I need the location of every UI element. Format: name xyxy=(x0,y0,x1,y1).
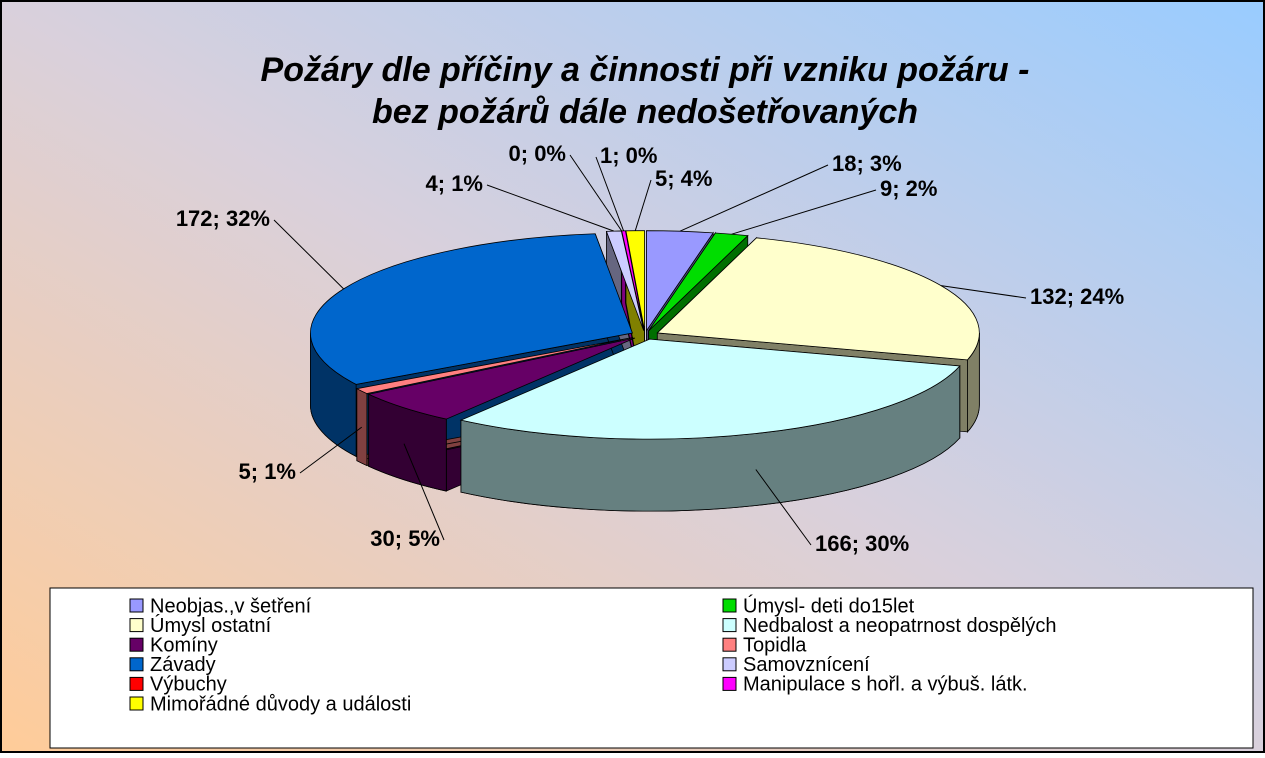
legend-label: Neobjas.,v šetření xyxy=(150,595,312,617)
legend-swatch xyxy=(129,637,144,652)
legend-label: Mimořádné důvody a události xyxy=(150,693,411,715)
data-label: 166; 30% xyxy=(815,531,909,556)
pie-slice xyxy=(621,230,645,331)
legend-label: Samovznícení xyxy=(743,654,870,676)
chart-title: Požáry dle příčiny a činnosti při vzniku… xyxy=(261,51,1030,131)
legend-swatch xyxy=(129,657,144,672)
data-label: 30; 5% xyxy=(370,526,440,551)
data-label: 18; 3% xyxy=(832,151,902,176)
slice-side xyxy=(356,388,368,467)
data-label: 0; 0% xyxy=(509,141,566,166)
leader-line xyxy=(273,219,344,290)
legend-swatch xyxy=(722,657,737,672)
leader-line xyxy=(595,156,625,232)
legend-swatch xyxy=(722,618,737,633)
leader-line xyxy=(755,469,812,546)
slice-tops xyxy=(310,230,980,440)
pie-slice xyxy=(310,233,633,385)
legend-label: Komíny xyxy=(150,634,218,656)
leader-line xyxy=(679,164,829,232)
legend-swatch xyxy=(129,598,144,613)
leader-line xyxy=(634,179,652,231)
data-label: 172; 32% xyxy=(176,206,270,231)
pie-slice xyxy=(459,338,961,440)
data-label: 5; 4% xyxy=(655,166,712,191)
legend-swatch xyxy=(129,676,144,691)
leader-line xyxy=(940,285,1027,299)
legend-swatch xyxy=(722,637,737,652)
data-label: 5; 1% xyxy=(239,459,296,484)
pie-slice xyxy=(367,337,636,420)
leader-line xyxy=(403,443,445,541)
data-label: 1; 0% xyxy=(600,143,657,168)
legend-label: Topidla xyxy=(743,634,807,656)
legend-label: Výbuchy xyxy=(150,674,227,696)
data-label: 4; 1% xyxy=(426,171,483,196)
leader-line xyxy=(299,426,363,474)
slice-sides xyxy=(310,332,980,512)
legend-label: Nedbalost a neopatrnost dospělých xyxy=(743,615,1057,637)
legend-swatch xyxy=(129,618,144,633)
data-label: 9; 2% xyxy=(880,176,937,201)
leader-line xyxy=(569,154,623,232)
legend-swatch xyxy=(722,676,737,691)
leader-line xyxy=(486,184,615,232)
pie-slice xyxy=(646,230,714,332)
legend-swatch xyxy=(129,696,144,711)
data-label: 132; 24% xyxy=(1030,284,1124,309)
legend-swatch xyxy=(722,598,737,613)
pie-slice xyxy=(355,336,634,394)
pie-slice xyxy=(656,237,980,361)
legend-label: Manipulace s hořl. a výbuš. látk. xyxy=(743,674,1028,696)
data-labels: 18; 3%9; 2% 132; 24% 166; 30% 30; 5% 5; 1% 17… xyxy=(176,141,1124,556)
legend-box xyxy=(49,587,1254,749)
legend-label: Závady xyxy=(150,654,216,676)
leader-line xyxy=(731,189,877,235)
legend-label: Úmysl- deti do15let xyxy=(743,594,915,617)
pie-slice xyxy=(625,230,645,331)
legend-label: Úmysl ostatní xyxy=(150,614,272,637)
